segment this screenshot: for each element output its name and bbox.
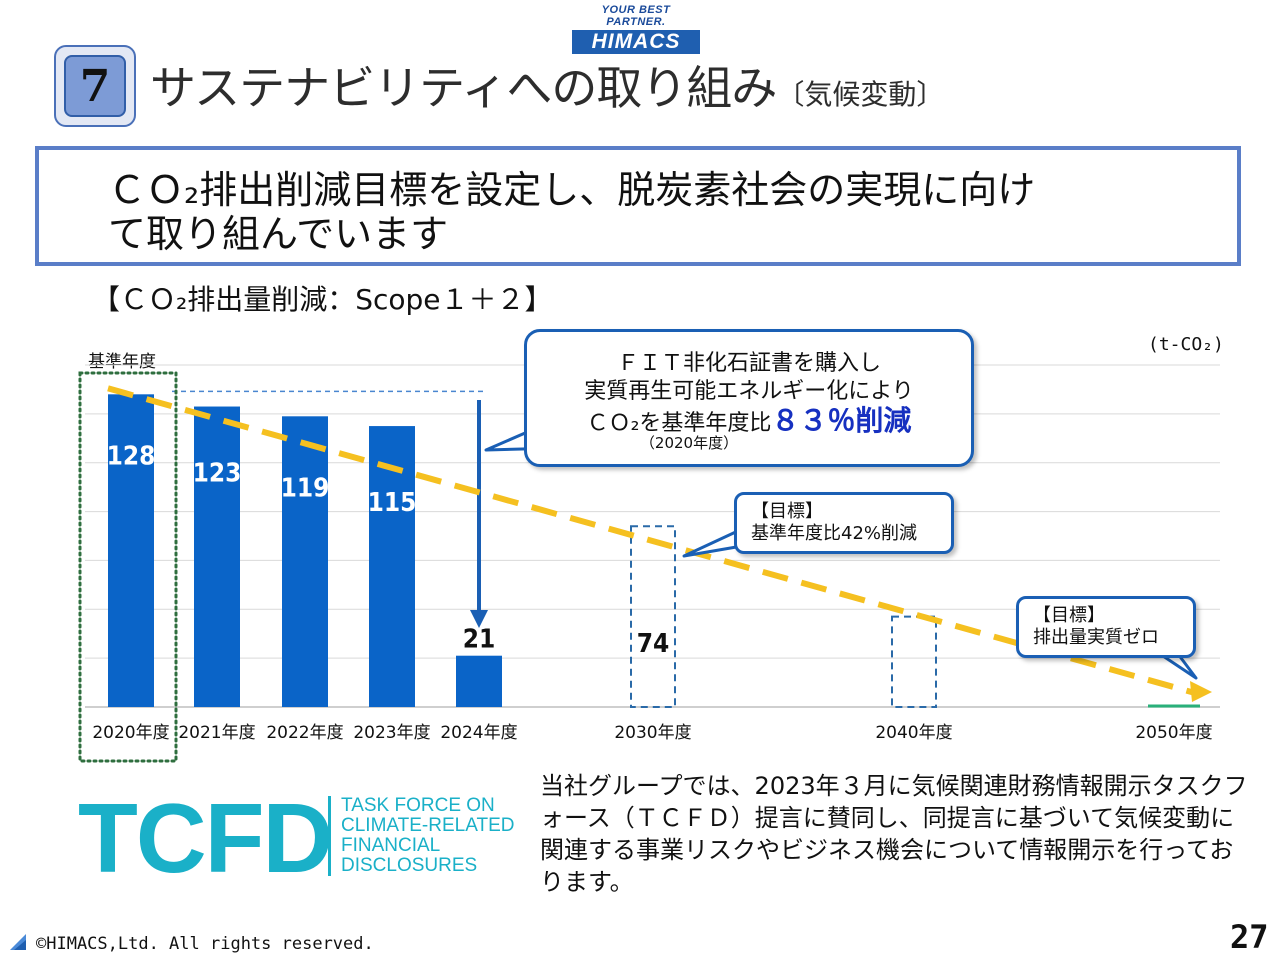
fit-callout-line-2: 実質再生可能エネルギー化により <box>584 379 914 404</box>
tcfd-logo-fullname: TASK FORCE ON CLIMATE-RELATED FINANCIAL … <box>341 796 515 876</box>
bar-2020年度 <box>108 394 154 707</box>
target-2050-heading: 【目標】 <box>1033 605 1105 626</box>
page-title-sub: 〔気候変動〕 <box>776 78 945 111</box>
data-label: 119 <box>281 473 330 503</box>
tcfd-description: 当社グループでは、2023年３月に気候関連財務情報開示タスクフォース（ＴＣＦＤ）… <box>540 772 1248 896</box>
himacs-logo: YOUR BEST PARTNER. HIMACS <box>572 4 700 54</box>
chart-unit-label: (t-CO₂) <box>1148 334 1224 355</box>
page-title: サステナビリティへの取り組み〔気候変動〕 <box>150 58 944 125</box>
bar-2022年度 <box>282 416 328 707</box>
data-label: 21 <box>463 625 496 655</box>
data-label: 128 <box>107 441 156 471</box>
message-line-2: て取り組んでいます <box>108 212 449 256</box>
page-title-main: サステナビリティへの取り組み <box>150 61 777 115</box>
tcfd-fullname-line: FINANCIAL <box>341 835 441 856</box>
fit-callout-highlight: ８３％削減 <box>771 404 912 437</box>
page-number: 27 <box>1230 918 1269 956</box>
fit-callout-note: （2020年度） <box>639 434 739 452</box>
target-2050-text: 排出量実質ゼロ <box>1033 627 1159 648</box>
x-tick-label: 2023年度 <box>353 723 430 743</box>
base-year-label: 基準年度 <box>88 352 156 372</box>
target-2030-text: 基準年度比42%削減 <box>751 523 918 544</box>
x-tick-label: 2020年度 <box>92 723 169 743</box>
x-tick-label: 2021年度 <box>178 723 255 743</box>
message-line-1: ＣＯ₂排出削減目標を設定し、脱炭素社会の実現に向け <box>108 168 1036 212</box>
x-tick-label: 2050年度 <box>1135 723 1212 743</box>
tcfd-fullname-line: DISCLOSURES <box>341 855 478 876</box>
tcfd-logo: TCFD TASK FORCE ON CLIMATE-RELATED FINAN… <box>78 783 518 893</box>
fit-callout-line-3: ＣＯ₂を基準年度比８３％削減 <box>527 406 971 439</box>
x-tick-label: 2022年度 <box>266 723 343 743</box>
reduction-arrow-head <box>470 610 488 628</box>
x-tick-label: 2040年度 <box>875 723 952 743</box>
fit-callout-line-1: ＦＩＴ非化石証書を購入し <box>616 351 881 376</box>
tcfd-logo-divider <box>328 796 331 876</box>
section-number-badge: 7 <box>54 45 136 127</box>
target-2030-callout: 【目標】 基準年度比42%削減 <box>734 492 954 554</box>
logo-tagline: YOUR BEST PARTNER. <box>601 4 671 28</box>
fit-callout: ＦＩＴ非化石証書を購入し 実質再生可能エネルギー化により ＣＯ₂を基準年度比８３… <box>524 329 974 467</box>
tcfd-fullname-line: CLIMATE-RELATED <box>341 815 515 836</box>
bar-2021年度 <box>194 406 240 707</box>
data-label: 74 <box>637 629 670 659</box>
target-2030-heading: 【目標】 <box>751 501 823 522</box>
message-text: ＣＯ₂排出削減目標を設定し、脱炭素社会の実現に向け て取り組んでいます <box>108 168 1188 256</box>
target-2050-callout: 【目標】 排出量実質ゼロ <box>1016 596 1196 658</box>
data-label: 123 <box>193 459 242 489</box>
trend-line <box>107 385 1196 696</box>
tcfd-logo-letters: TCFD <box>78 783 333 893</box>
section-number: 7 <box>64 55 126 117</box>
logo-wordmark: HIMACS <box>572 30 700 54</box>
base-year-box <box>78 371 178 763</box>
message-box <box>35 146 1241 266</box>
target-bar-2040年度 <box>891 615 937 708</box>
target-bar-2030年度 <box>630 525 676 708</box>
x-tick-label: 2024年度 <box>440 723 517 743</box>
data-label: 115 <box>368 488 417 518</box>
corner-logo-icon <box>10 934 26 950</box>
bar-2023年度 <box>369 426 415 707</box>
trend-arrow-head <box>1190 681 1212 702</box>
bar-2024年度 <box>456 655 502 707</box>
copyright: ©HIMACS,Ltd. All rights reserved. <box>36 934 374 954</box>
chart-title: 【ＣＯ₂排出量削減：Scope１＋２】 <box>92 283 553 316</box>
fit-callout-prefix: ＣＯ₂を基準年度比 <box>586 411 772 436</box>
tcfd-fullname-line: TASK FORCE ON <box>341 795 495 816</box>
x-tick-label: 2030年度 <box>614 723 691 743</box>
